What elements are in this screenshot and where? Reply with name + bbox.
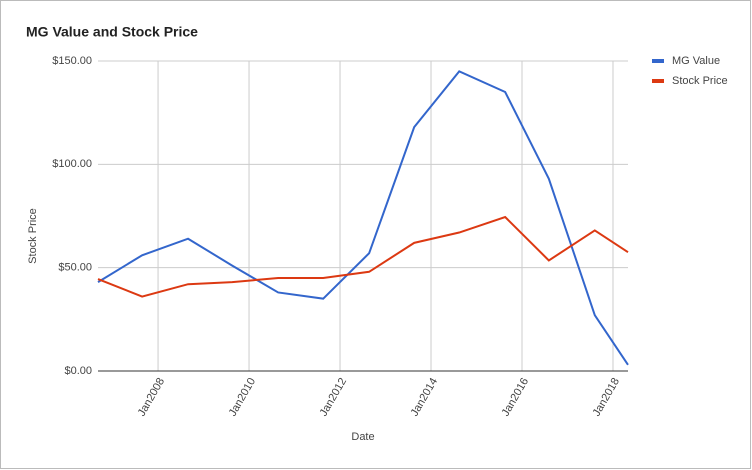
- y-axis-label: Stock Price: [27, 208, 39, 264]
- data-line: [97, 70, 629, 366]
- chart-title: MG Value and Stock Price: [26, 24, 198, 40]
- y-tick-label: $150.00: [52, 55, 92, 67]
- y-tick-label: $0.00: [64, 365, 92, 377]
- x-axis-label: Date: [351, 431, 374, 443]
- legend-label: Stock Price: [672, 75, 728, 87]
- y-tick-label: $100.00: [52, 158, 92, 170]
- legend-label: MG Value: [672, 55, 720, 67]
- y-tick-label: $50.00: [58, 262, 92, 274]
- data-line: [97, 215, 629, 298]
